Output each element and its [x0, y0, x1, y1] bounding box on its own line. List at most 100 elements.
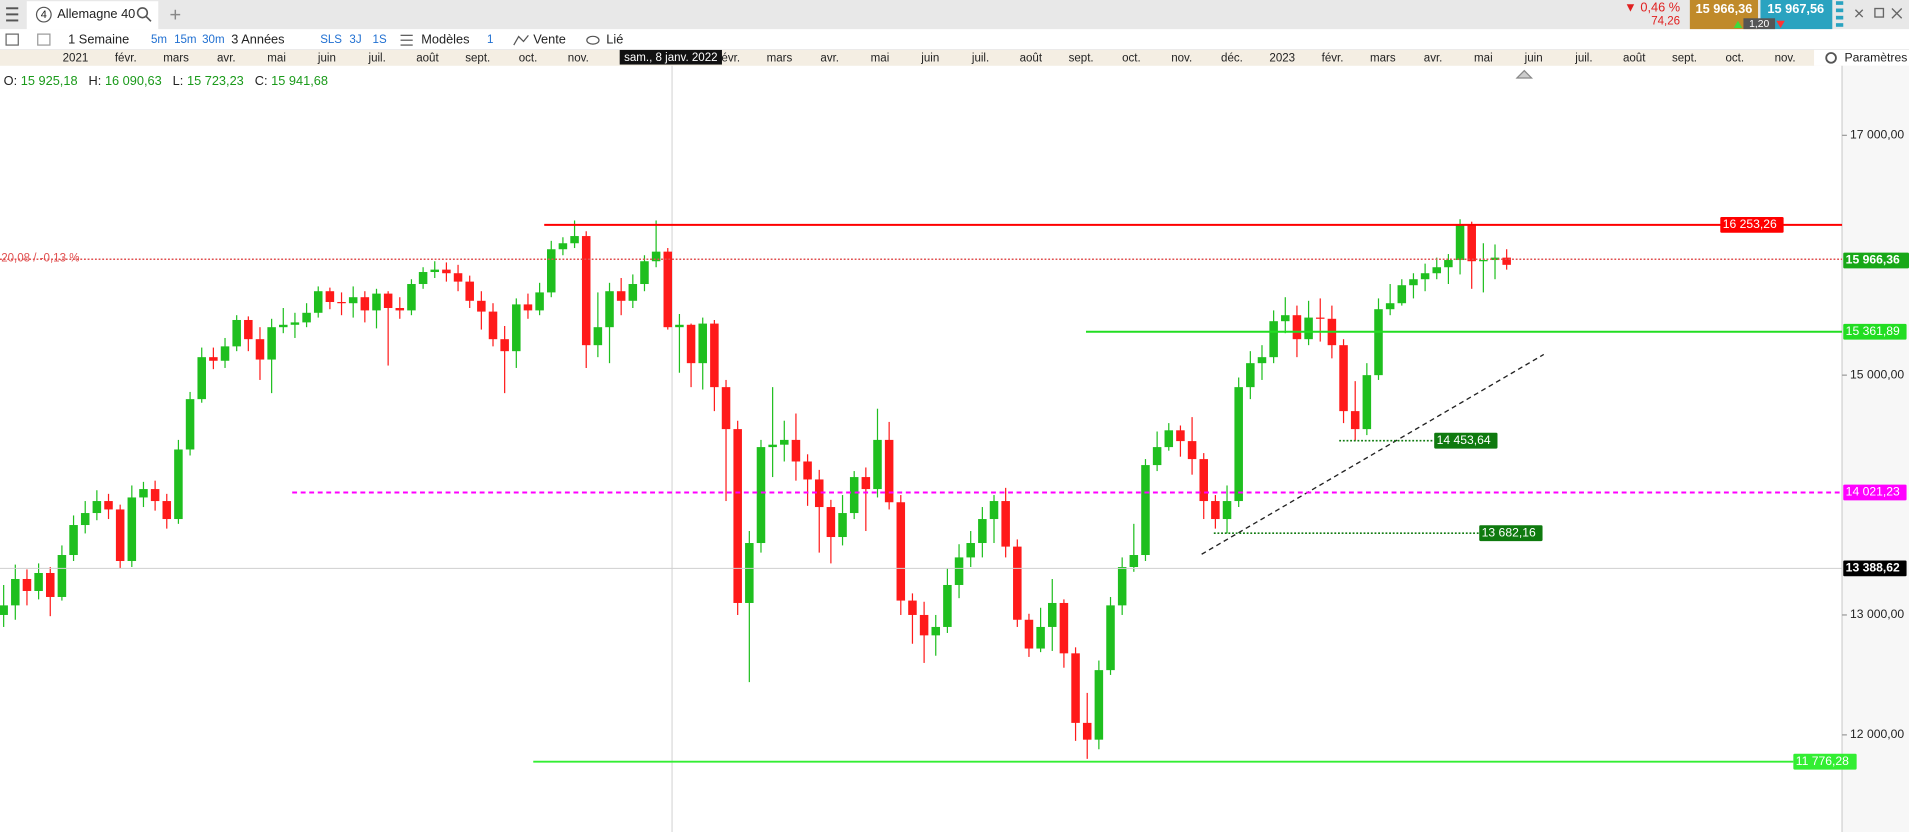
window-controls[interactable]: [1854, 7, 1903, 19]
price-change-annotation: 20,08 / -0,13 %: [1, 253, 79, 265]
settings[interactable]: Paramètres: [1844, 51, 1907, 65]
candle-body: [1397, 285, 1407, 304]
candle-body: [0, 605, 8, 615]
spread-box: [1743, 18, 1776, 30]
candle-body: [1234, 387, 1243, 502]
candle-body: [651, 251, 661, 262]
add-tab[interactable]: [170, 9, 181, 20]
level-label: 15 361,89: [1846, 324, 1900, 338]
candle-body: [430, 269, 440, 273]
mode[interactable]: 3J: [349, 34, 361, 46]
level-label-box: [1720, 216, 1784, 233]
timeframe[interactable]: 1 Semaine: [68, 32, 129, 47]
candle-body: [1455, 225, 1465, 261]
ask-price[interactable]: 15 967,56: [1767, 1, 1824, 16]
candle-body: [57, 555, 67, 597]
candle-body: [535, 292, 544, 311]
mode[interactable]: SLS: [320, 34, 342, 46]
candle-body: [1117, 567, 1127, 606]
candle-body: [1385, 303, 1395, 310]
level-label: 15 966,36: [1846, 253, 1900, 267]
candle-body: [1199, 459, 1208, 502]
candle-body: [1164, 430, 1174, 448]
candle-body: [325, 291, 335, 303]
templates-icon: [400, 34, 413, 46]
tab-title[interactable]: Allemagne 40: [57, 6, 135, 21]
candle-body: [512, 304, 521, 352]
candle-body: [989, 501, 999, 520]
bid-price[interactable]: 15 966,36: [1696, 1, 1753, 16]
candle-body: [628, 284, 638, 301]
toolbar: [0, 29, 1909, 50]
templates-count[interactable]: 1: [487, 34, 493, 46]
candle-body: [1269, 321, 1278, 358]
candle-body: [616, 291, 626, 301]
candle-body: [267, 327, 276, 360]
link[interactable]: Lié: [606, 32, 623, 47]
tab-badge: 4: [41, 9, 47, 21]
candle-body: [745, 543, 754, 603]
spread-up: [1733, 20, 1743, 29]
level-label-box: [1843, 484, 1907, 501]
candle-body: [896, 502, 906, 601]
candle-body: [908, 600, 917, 615]
level-label-box: [1843, 252, 1909, 269]
level-label-box: [1793, 753, 1857, 770]
timeline: 2021 févr. mars avr. mai juin juil. août sept. oc…: [63, 49, 1846, 65]
price-axis: [1842, 65, 1909, 832]
candle-body: [966, 543, 975, 558]
range[interactable]: 3 Années: [231, 32, 284, 47]
candle-body: [1467, 225, 1476, 262]
candle-body: [465, 281, 474, 301]
candle-body: [453, 273, 463, 282]
candle-body: [1339, 345, 1348, 412]
candle-body: [1409, 279, 1418, 286]
candle-body: [1152, 447, 1162, 466]
mode[interactable]: 1S: [373, 34, 387, 46]
interval[interactable]: 5m: [151, 34, 167, 46]
candle-body: [477, 300, 486, 312]
level-label: 13 682,16: [1482, 525, 1536, 539]
candle-body: [127, 497, 137, 562]
timeline-label: déc.: [1221, 53, 1243, 65]
crosshair-date-box: [619, 49, 722, 65]
candle-body: [546, 249, 556, 293]
color-strip: [1835, 1, 1844, 27]
level-label: 11 776,28: [1796, 754, 1849, 768]
candle-body: [861, 477, 871, 490]
timeline-label: mars: [163, 53, 189, 65]
candle-body: [185, 399, 195, 450]
trend-line: [1201, 353, 1545, 555]
tab[interactable]: [26, 1, 159, 30]
candle-body: [1106, 605, 1115, 671]
timeline-label: oct.: [1122, 53, 1141, 65]
candle-body: [581, 236, 591, 346]
candle-body: [162, 501, 172, 520]
timeline-label: févr.: [115, 53, 137, 65]
scroll-marker[interactable]: [1515, 69, 1534, 79]
candle-body: [768, 444, 777, 448]
search-icon[interactable]: [136, 7, 149, 19]
menu-button[interactable]: [6, 7, 19, 22]
candle-body: [1082, 722, 1092, 740]
candle-body: [814, 479, 824, 508]
candle-body: [1059, 602, 1069, 654]
settings-button[interactable]: [1814, 49, 1909, 66]
top-bar: [0, 0, 1909, 30]
sell[interactable]: Vente: [533, 32, 566, 47]
interval[interactable]: 15m: [174, 34, 196, 46]
candle-body: [978, 519, 987, 544]
candle-body: [1246, 363, 1255, 388]
candle-body: [710, 323, 719, 388]
list-icon[interactable]: [5, 33, 19, 46]
candle-body: [1374, 309, 1383, 376]
templates[interactable]: Modèles: [421, 32, 469, 47]
candle-body: [220, 346, 230, 361]
candle-body: [80, 513, 90, 526]
layout-icon[interactable]: [37, 33, 51, 46]
timeline-bar: [0, 49, 1909, 66]
candle-body: [442, 269, 451, 274]
interval[interactable]: 30m: [202, 34, 224, 46]
level-label: 14 453,64: [1437, 433, 1491, 447]
